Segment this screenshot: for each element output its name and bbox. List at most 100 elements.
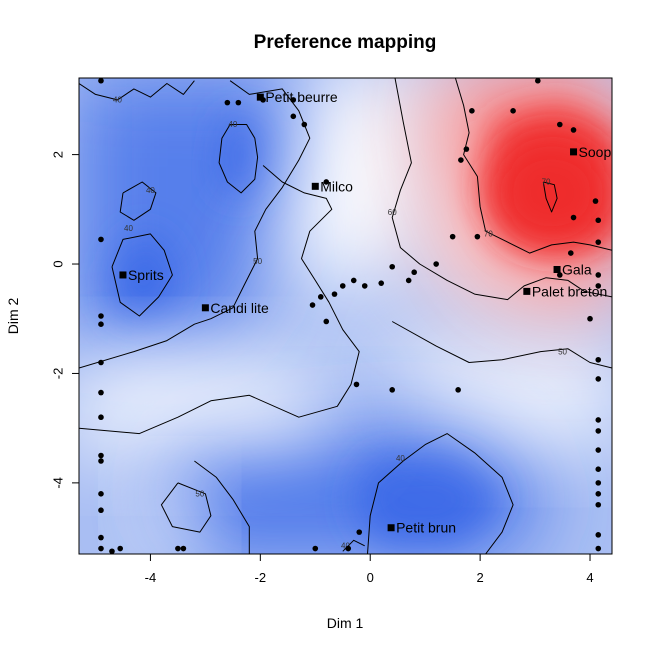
product-milco: Milco	[311, 178, 353, 194]
product-label: Petit beurre	[265, 89, 338, 105]
heatmap-peak	[489, 134, 612, 251]
consumer-point-45	[535, 78, 541, 84]
consumer-point-55	[595, 283, 602, 289]
consumer-point-13	[117, 545, 124, 552]
consumer-point-15	[175, 545, 181, 552]
consumer-point-6	[98, 414, 104, 421]
consumer-point-27	[331, 291, 338, 297]
consumer-point-26	[323, 318, 330, 325]
consumer-point-20	[290, 97, 297, 103]
contour-line-60-11	[391, 78, 612, 301]
y-axis: -4 -2 0 2	[50, 151, 80, 489]
consumer-point-63	[595, 480, 602, 486]
contour-line-40-9	[367, 433, 514, 554]
contour-line-40-0	[79, 80, 195, 101]
y-tick-label: 0	[50, 260, 65, 267]
chart-title: Preference mapping	[254, 32, 437, 53]
consumer-points	[98, 78, 602, 554]
heatmap-region-7	[381, 335, 612, 450]
x-tick-label: 0	[367, 570, 374, 585]
heatmap-region-6	[79, 351, 354, 460]
product-marker	[201, 304, 209, 312]
product-marker	[553, 265, 561, 273]
product-marker	[119, 271, 127, 279]
contour-line-70-13	[542, 181, 558, 213]
consumer-point-59	[595, 417, 602, 423]
consumer-point-35	[433, 261, 439, 267]
heatmap-region-4	[353, 455, 503, 544]
product-label: Sprits	[128, 267, 164, 283]
x-tick-label: 2	[477, 570, 484, 585]
x-axis: -4 -2 0 2 4	[145, 553, 594, 585]
consumer-point-7	[98, 452, 104, 459]
consumer-point-16	[180, 545, 187, 552]
contour-line-50-6	[194, 460, 250, 554]
product-gala: Gala	[553, 261, 592, 277]
consumer-point-49	[567, 250, 574, 256]
consumer-point-22	[301, 121, 308, 128]
consumer-point-33	[405, 277, 412, 284]
product-candi-lite: Candi lite	[201, 300, 269, 316]
y-tick-label: -2	[50, 368, 65, 380]
contour-label-2: 40	[146, 186, 155, 195]
consumer-point-48	[570, 214, 577, 221]
product-marker	[256, 93, 264, 101]
consumer-point-34	[411, 269, 417, 276]
contour-line-50-4	[79, 80, 311, 369]
consumer-point-28	[339, 283, 346, 289]
product-marker	[311, 182, 319, 190]
x-tick-label: -2	[255, 570, 267, 585]
contour-line-40-1	[218, 124, 259, 194]
consumer-point-69	[345, 545, 352, 552]
contour-label-11: 40	[341, 542, 350, 551]
heatmap-region-2	[112, 231, 178, 319]
consumer-point-32	[389, 263, 396, 270]
consumer-point-23	[323, 179, 330, 185]
product-palet-breton: Palet breton	[523, 283, 607, 299]
product-marker	[523, 287, 531, 295]
contour-label-4: 50	[253, 257, 262, 266]
consumer-point-52	[595, 217, 602, 224]
consumer-point-43	[469, 108, 475, 114]
product-sprits: Sprits	[119, 267, 164, 283]
consumer-point-66	[595, 532, 602, 538]
consumer-point-25	[309, 302, 316, 308]
consumer-point-21	[290, 113, 297, 120]
consumer-point-65	[595, 501, 602, 508]
product-marker	[387, 524, 395, 532]
consumer-point-53	[595, 239, 602, 245]
consumer-point-3	[98, 321, 104, 328]
consumer-point-62	[595, 466, 602, 472]
contour-line-40-3	[111, 233, 173, 317]
product-label: Petit brun	[396, 520, 456, 536]
product-petit-beurre: Petit beurre	[256, 89, 338, 105]
contour-label-9: 50	[195, 490, 204, 499]
product-label: Palet breton	[532, 283, 608, 299]
consumer-point-70	[356, 529, 363, 535]
consumer-point-41	[458, 157, 464, 163]
contour-label-7: 70	[542, 178, 551, 187]
x-axis-label: Dim 1	[327, 615, 364, 631]
consumer-point-58	[595, 376, 602, 382]
consumer-point-18	[235, 99, 242, 106]
contour-label-8: 50	[558, 347, 567, 356]
y-tick-label: 2	[50, 151, 65, 158]
contour-line-40-2	[119, 181, 157, 221]
consumer-point-11	[98, 534, 104, 541]
consumer-point-36	[353, 381, 360, 388]
product-marker	[570, 148, 578, 156]
product-soop: Soop	[570, 144, 611, 160]
consumer-point-24	[317, 294, 324, 300]
y-axis-label: Dim 2	[5, 298, 21, 335]
preference-heatmap	[79, 78, 612, 554]
consumer-point-17	[224, 99, 231, 106]
preference-contours	[79, 78, 612, 554]
contour-label-0: 40	[113, 96, 122, 105]
consumer-point-57	[595, 356, 602, 363]
consumer-point-10	[98, 507, 104, 514]
consumer-point-14	[109, 548, 115, 554]
x-tick-label: 4	[586, 570, 593, 585]
consumer-point-44	[510, 108, 516, 114]
consumer-point-56	[587, 315, 593, 322]
consumer-point-38	[455, 387, 461, 393]
